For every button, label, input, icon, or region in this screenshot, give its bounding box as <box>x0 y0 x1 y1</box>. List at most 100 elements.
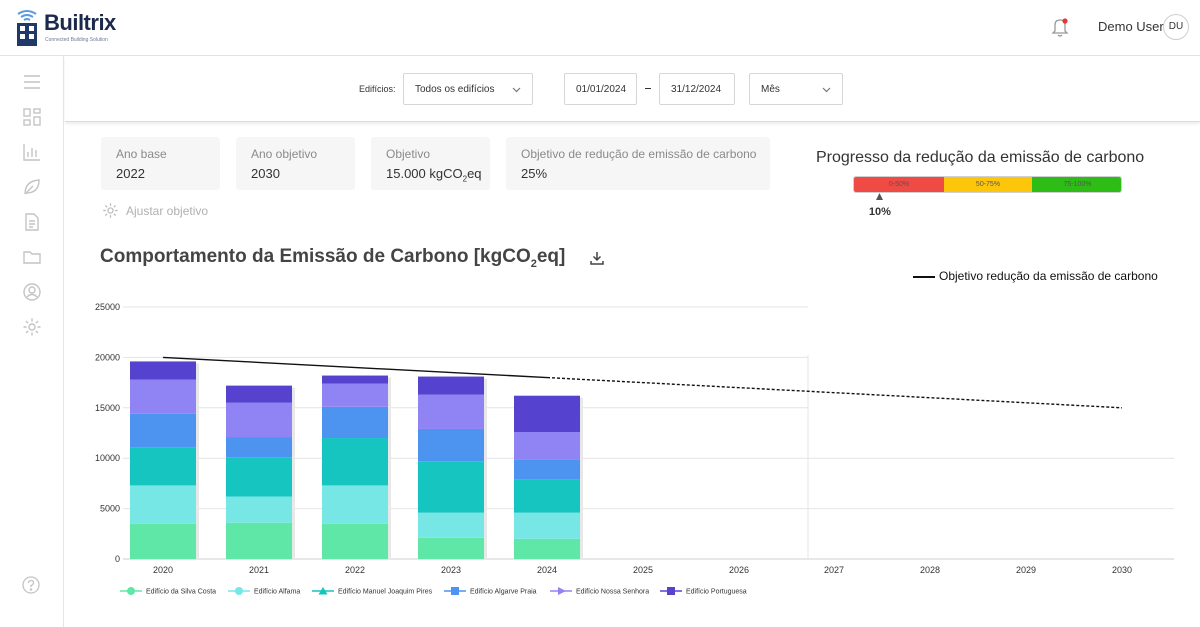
bar-segment <box>130 447 196 486</box>
bar-shadow <box>580 397 583 559</box>
bar-segment <box>322 485 388 524</box>
x-tick-label: 2020 <box>153 565 173 575</box>
target-line-dashed <box>546 376 1123 409</box>
notification-bell-icon[interactable] <box>1050 16 1070 38</box>
bar-segment <box>130 361 196 380</box>
objective-card: Objetivo 15.000 kgCO2eq <box>371 137 490 190</box>
progress-segment-high: 75-100% <box>1032 177 1121 192</box>
bar-segment <box>226 457 292 497</box>
bar-segment <box>418 461 484 513</box>
objective-value-suffix: eq <box>467 166 482 181</box>
legend-marker-circle-icon <box>127 587 135 595</box>
card-title: Ano base <box>116 147 167 161</box>
start-date-input[interactable]: 01/01/2024 <box>564 73 637 105</box>
x-tick-label: 2021 <box>249 565 269 575</box>
legend-marker-circle-icon <box>235 587 243 595</box>
x-tick-label: 2027 <box>824 565 844 575</box>
card-value: 2022 <box>116 166 145 181</box>
end-date-input[interactable]: 31/12/2024 <box>659 73 735 105</box>
progress-value: 10% <box>868 206 891 218</box>
bar-segment <box>226 437 292 458</box>
target-line-legend-label: Objetivo redução da emissão de carbono <box>939 269 1158 283</box>
bar-shadow <box>292 387 295 559</box>
gear-icon <box>103 203 118 218</box>
chevron-down-icon <box>512 87 521 93</box>
progress-segment-low: 0-50% <box>854 177 944 192</box>
bar-segment <box>514 431 580 460</box>
x-tick-label: 2024 <box>537 565 557 575</box>
user-name[interactable]: Demo User <box>1098 19 1164 34</box>
card-title: Objetivo <box>386 147 431 161</box>
x-tick-label: 2029 <box>1016 565 1036 575</box>
chart-title-suffix: eq] <box>536 246 566 267</box>
y-tick-label: 20000 <box>95 352 120 362</box>
x-tick-label: 2028 <box>920 565 940 575</box>
x-tick-label: 2026 <box>729 565 749 575</box>
document-icon[interactable] <box>22 212 42 232</box>
buildings-select[interactable]: Todos os edifícios <box>403 73 533 105</box>
objective-value: 15.000 kgCO <box>386 166 463 181</box>
legend-marker-square-icon <box>451 587 459 595</box>
bar-segment <box>130 523 196 559</box>
brand-logo[interactable]: Builtrix Connected Building Solution <box>14 8 124 48</box>
bar-segment <box>418 376 484 395</box>
bar-segment <box>514 395 580 432</box>
building-logo-icon <box>17 10 37 46</box>
bar-segment <box>322 438 388 486</box>
bar-segment <box>130 413 196 448</box>
brand-name: Builtrix <box>44 10 116 35</box>
bar-segment <box>226 496 292 523</box>
chevron-down-icon <box>822 87 831 93</box>
x-tick-label: 2030 <box>1112 565 1132 575</box>
granularity-value: Mês <box>761 84 780 95</box>
progress-segment-mid: 50-75% <box>944 177 1032 192</box>
bar-segment <box>514 459 580 480</box>
legend-label: Edifício Manuel Joaquim Pires <box>338 589 433 596</box>
card-value: 15.000 kgCO2eq <box>386 166 482 184</box>
download-icon[interactable] <box>589 250 605 266</box>
legend-label: Edifício Portuguesa <box>686 589 747 596</box>
target-year-card: Ano objetivo 2030 <box>236 137 355 190</box>
bar-segment <box>322 406 388 439</box>
leaf-icon[interactable] <box>22 177 42 197</box>
dashboard-icon[interactable] <box>22 107 42 127</box>
bar-segment <box>130 379 196 414</box>
granularity-select[interactable]: Mês <box>749 73 843 105</box>
legend-label: Edifício da Silva Costa <box>146 589 216 596</box>
user-icon[interactable] <box>22 282 42 302</box>
filter-bar: Edifícios: Todos os edifícios 01/01/2024… <box>65 56 1200 122</box>
chart-title-text: Comportamento da Emissão de Carbono [kgC… <box>100 246 531 267</box>
x-tick-label: 2023 <box>441 565 461 575</box>
end-date-value: 31/12/2024 <box>671 84 722 95</box>
bar-shadow <box>484 378 487 559</box>
bar-shadow <box>388 377 391 559</box>
chart-title: Comportamento da Emissão de Carbono [kgC… <box>100 246 565 270</box>
bar-segment <box>130 485 196 524</box>
top-bar: Builtrix Connected Building Solution Dem… <box>0 0 1200 56</box>
bar-chart-icon[interactable] <box>22 142 42 162</box>
help-icon[interactable] <box>22 576 40 594</box>
legend-label: Edifício Nossa Senhora <box>576 589 649 596</box>
bar-segment <box>322 383 388 407</box>
bar-segment <box>514 538 580 559</box>
progress-title: Progresso da redução da emissão de carbo… <box>816 149 1145 166</box>
legend-label: Edifício Algarve Praia <box>470 589 537 596</box>
card-value: 25% <box>521 166 548 181</box>
bar-segment <box>418 394 484 429</box>
start-date-value: 01/01/2024 <box>576 84 627 95</box>
user-avatar[interactable]: DU <box>1163 14 1189 40</box>
y-tick-label: 5000 <box>100 504 120 514</box>
progress-marker-icon <box>876 193 884 200</box>
target-line-solid <box>162 356 548 379</box>
gear-icon[interactable] <box>22 317 42 337</box>
bar-shadow <box>196 363 199 559</box>
y-tick-label: 25000 <box>95 302 120 312</box>
legend-marker-arrow-icon <box>558 587 566 595</box>
bar-segment <box>514 512 580 539</box>
menu-icon[interactable] <box>22 72 42 92</box>
bar-segment <box>322 375 388 384</box>
folder-icon[interactable] <box>22 247 42 267</box>
card-title: Ano objetivo <box>251 147 318 161</box>
y-tick-label: 10000 <box>95 453 120 463</box>
